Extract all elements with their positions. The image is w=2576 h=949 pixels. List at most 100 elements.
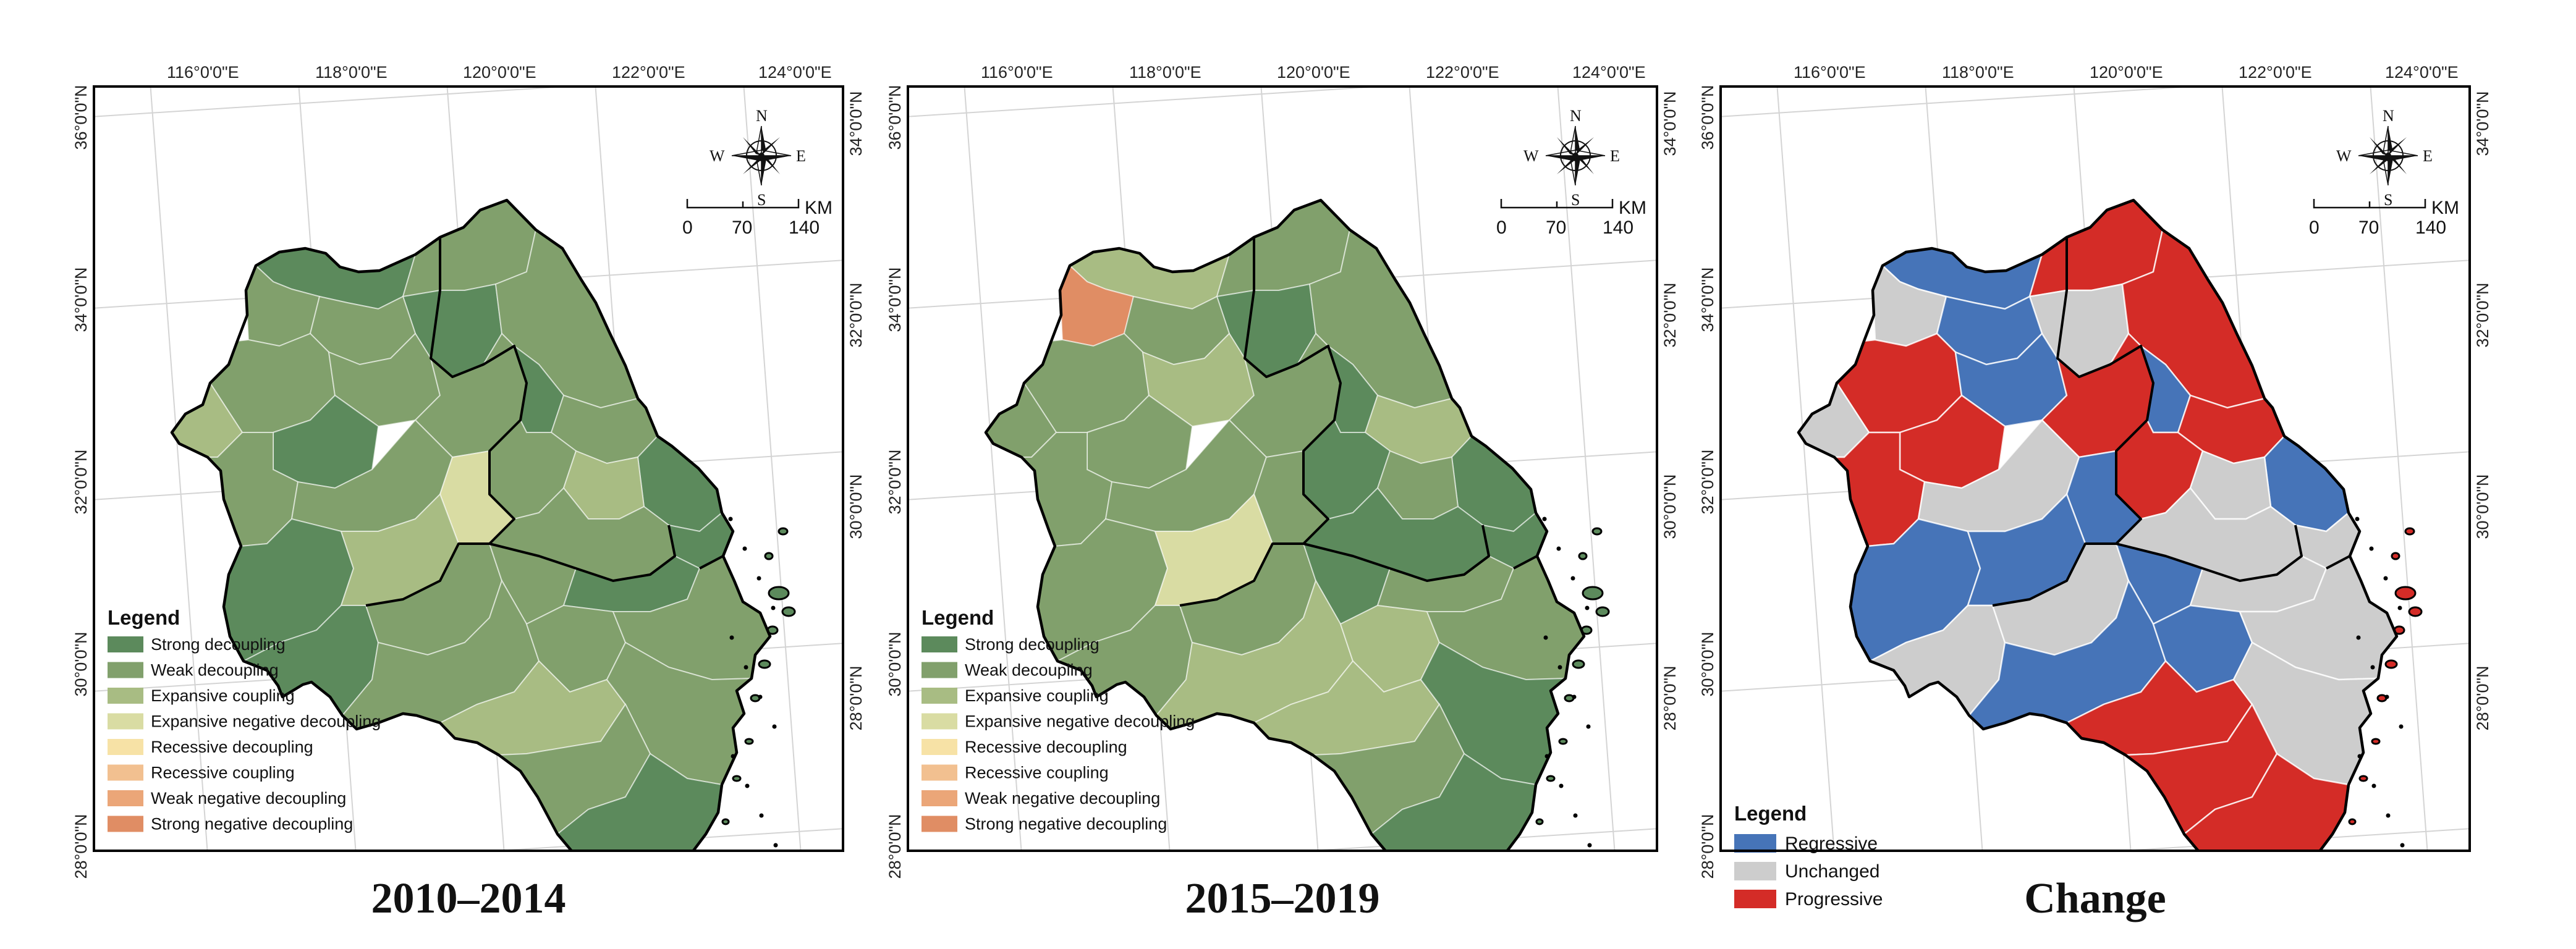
islet (1556, 546, 1561, 551)
latitude-label-right: 28°0'0"N (2473, 665, 2492, 730)
compass-north: N (756, 107, 768, 125)
province-boundary (1179, 237, 1342, 607)
legend-title: Legend (922, 606, 994, 629)
latitude-label-left: 36°0'0"N (72, 85, 90, 150)
latitude-label-right: 28°0'0"N (1661, 665, 1679, 730)
map-regions (1797, 199, 2398, 851)
legend-label: Recessive coupling (965, 764, 1109, 782)
compass-west: W (710, 147, 725, 165)
panel-title: Change (2024, 875, 2166, 922)
legend-label: Recessive coupling (151, 764, 295, 782)
island (2384, 659, 2398, 669)
latitude-label-right: 34°0'0"N (847, 91, 865, 156)
legend-swatch (922, 816, 957, 832)
legend-title: Legend (1734, 802, 1807, 825)
compass-west: W (1523, 147, 1539, 165)
island (744, 738, 754, 745)
legend-label: Expansive negative decoupling (151, 712, 381, 731)
longitude-label: 124°0'0"E (2385, 63, 2459, 82)
longitude-label: 116°0'0"E (167, 63, 239, 82)
map-regions (171, 199, 771, 851)
legend-swatch (108, 713, 143, 730)
scale-tick-0: 0 (1496, 217, 1507, 238)
islet (756, 576, 761, 581)
legend-label: Strong decoupling (151, 635, 286, 654)
scale-tick-70: 70 (732, 217, 752, 238)
latitude-label-right: 32°0'0"N (2473, 282, 2492, 347)
latitude-label-left: 28°0'0"N (886, 814, 904, 879)
scale-tick-140: 140 (789, 217, 820, 238)
latitude-label-right: 30°0'0"N (2473, 474, 2492, 539)
scale-tick-140: 140 (2415, 217, 2446, 238)
longitude-label: 122°0'0"E (612, 63, 685, 82)
latitude-label-left: 36°0'0"N (886, 85, 904, 150)
islet (742, 546, 747, 551)
island (2408, 606, 2423, 617)
islet (1570, 576, 1575, 581)
island (1558, 738, 1568, 745)
latitude-label-left: 32°0'0"N (886, 449, 904, 514)
longitude-label: 118°0'0"E (315, 63, 388, 82)
islet (1585, 605, 1590, 610)
latitude-label-left: 34°0'0"N (1698, 267, 1717, 332)
legend-swatch (922, 688, 957, 704)
latitude-label-right: 32°0'0"N (1661, 282, 1679, 347)
island (777, 527, 789, 536)
island (758, 659, 771, 669)
latitude-label-left: 28°0'0"N (72, 814, 90, 879)
longitude-label: 120°0'0"E (2090, 63, 2163, 82)
islet (2356, 635, 2361, 640)
island (2348, 818, 2357, 825)
latitude-label-left: 34°0'0"N (886, 267, 904, 332)
compass-north: N (2383, 107, 2394, 125)
legend-swatch (922, 713, 957, 730)
legend-label: Weak decoupling (151, 661, 279, 680)
compass-west: W (2336, 147, 2352, 165)
island (721, 818, 730, 825)
province-boundary (2116, 525, 2303, 582)
legend-swatch (922, 636, 957, 652)
legend-label: Strong decoupling (965, 635, 1099, 654)
islet (773, 843, 778, 848)
islet (2383, 576, 2388, 581)
islet (728, 517, 733, 521)
scale-unit: KM (1619, 198, 1646, 218)
island (2394, 586, 2417, 601)
islet (2355, 517, 2360, 521)
islet (2386, 813, 2391, 818)
latitude-label-left: 34°0'0"N (72, 267, 90, 332)
island (2371, 738, 2381, 745)
islet (745, 783, 750, 788)
scale-tick-140: 140 (1603, 217, 1633, 238)
islet (729, 635, 734, 640)
islet (772, 724, 777, 729)
compass-rose: N S E W (2336, 107, 2433, 209)
legend-label: Weak negative decoupling (151, 789, 346, 808)
latitude-label-left: 30°0'0"N (1698, 631, 1717, 696)
legend-swatch (108, 662, 143, 678)
legend-title: Legend (108, 606, 180, 629)
island (1591, 527, 1603, 536)
islet (759, 813, 764, 818)
legend-swatch (1734, 862, 1776, 880)
longitude-label: 116°0'0"E (981, 63, 1053, 82)
legend-swatch (1734, 890, 1776, 908)
legend: Legend Strong decoupling Weak decoupling Ex… (108, 606, 381, 833)
map-frame (907, 85, 1658, 852)
islet (1587, 843, 1592, 848)
legend-swatch (108, 790, 143, 806)
legend-swatch (108, 764, 143, 781)
island (2358, 775, 2368, 782)
map-frame (1719, 85, 2471, 852)
scale-unit: KM (805, 198, 833, 218)
longitude-label: 118°0'0"E (1129, 63, 1201, 82)
island (2391, 552, 2400, 560)
panel-title: 2015–2019 (1185, 875, 1380, 922)
islet (1586, 724, 1591, 729)
legend-swatch (108, 816, 143, 832)
islet (1572, 694, 1577, 699)
province-boundary (365, 237, 528, 607)
